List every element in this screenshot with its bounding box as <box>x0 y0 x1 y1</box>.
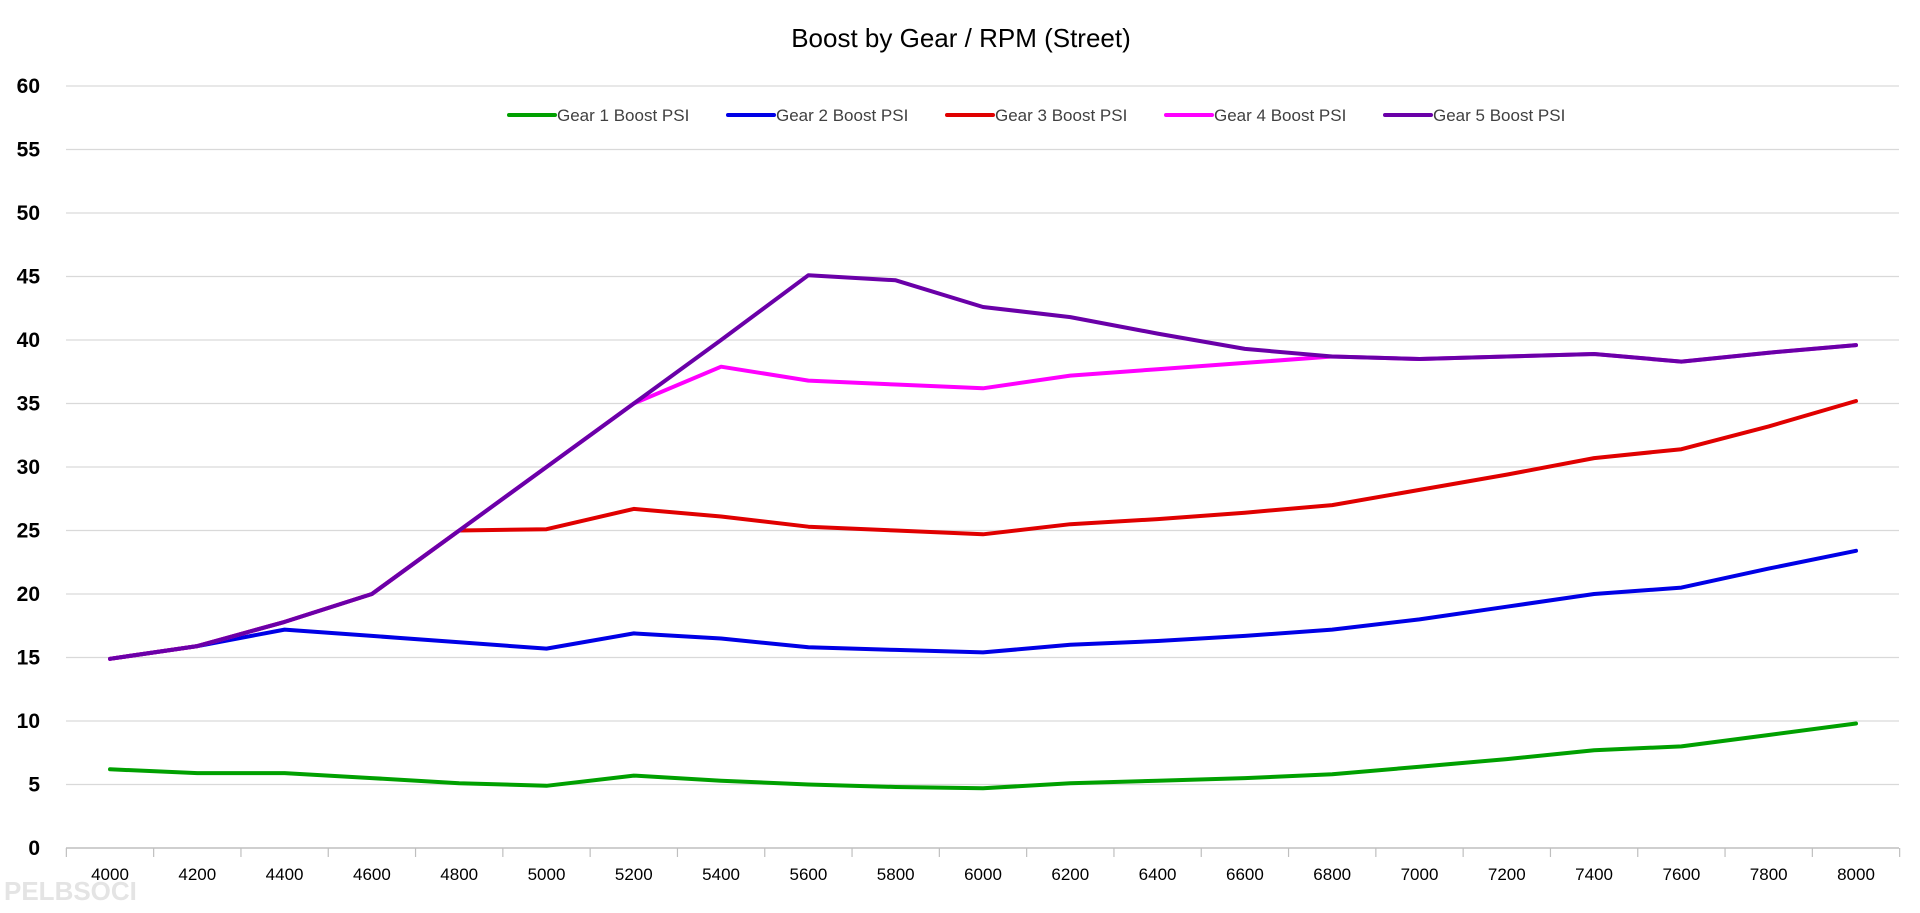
legend-label: Gear 1 Boost PSI <box>557 106 689 125</box>
y-tick-label: 30 <box>17 456 40 479</box>
x-tick-label: 6200 <box>1051 865 1089 884</box>
gridlines <box>66 85 1899 786</box>
y-tick-label: 35 <box>17 393 41 416</box>
y-tick-label: 40 <box>17 329 40 352</box>
legend-label: Gear 2 Boost PSI <box>776 106 908 125</box>
legend: Gear 1 Boost PSI Gear 2 Boost PSI Gear 3 B… <box>507 106 1565 125</box>
watermark-text: PELBSOCI <box>4 876 137 906</box>
x-tick-label: 6800 <box>1313 865 1351 884</box>
x-tick-label: 7600 <box>1662 865 1700 884</box>
x-tick-label: 5400 <box>702 865 740 884</box>
x-tick-label: 5200 <box>615 865 653 884</box>
x-tick-label: 7000 <box>1401 865 1439 884</box>
series-line-gear-2 <box>108 548 1858 661</box>
x-tick-label: 4000 <box>91 865 129 884</box>
x-tick-labels: 4000 4200 4400 4600 4800 5000 5200 5400 5600 5800… <box>91 865 1875 884</box>
legend-label: Gear 4 Boost PSI <box>1214 106 1346 125</box>
y-tick-label: 55 <box>17 139 41 162</box>
y-tick-label: 60 <box>17 75 40 98</box>
x-tick-label: 7400 <box>1575 865 1613 884</box>
y-tick-label: 50 <box>17 202 40 225</box>
y-tick-label: 15 <box>17 647 41 670</box>
y-tick-label: 45 <box>17 266 41 289</box>
y-tick-label: 0 <box>28 837 40 860</box>
y-tick-label: 25 <box>17 520 41 543</box>
x-tick-label: 5800 <box>877 865 915 884</box>
x-tick-label: 4400 <box>266 865 304 884</box>
x-tick-label: 7200 <box>1488 865 1526 884</box>
series-line-gear-5 <box>108 273 1858 661</box>
series-line-gear-1 <box>108 721 1858 791</box>
y-tick-label: 5 <box>28 774 40 797</box>
x-tick-label: 4600 <box>353 865 391 884</box>
series-lines <box>108 273 1858 791</box>
x-tick-label: 8000 <box>1837 865 1875 884</box>
chart-title: Boost by Gear / RPM (Street) <box>791 23 1131 53</box>
x-tick-label: 6000 <box>964 865 1002 884</box>
x-tick-label: 5000 <box>528 865 566 884</box>
legend-label: Gear 3 Boost PSI <box>995 106 1127 125</box>
x-tick-label: 6400 <box>1139 865 1177 884</box>
y-tick-label: 10 <box>17 710 40 733</box>
x-tick-label: 7800 <box>1750 865 1788 884</box>
x-axis <box>65 847 1901 857</box>
y-tick-label: 20 <box>17 583 40 606</box>
y-axis: 0 5 10 15 20 25 30 35 40 45 50 55 60 <box>17 75 41 860</box>
legend-label: Gear 5 Boost PSI <box>1433 106 1565 125</box>
x-tick-label: 4800 <box>440 865 478 884</box>
x-tick-label: 4200 <box>178 865 216 884</box>
x-tick-label: 5600 <box>789 865 827 884</box>
x-tick-label: 6600 <box>1226 865 1264 884</box>
